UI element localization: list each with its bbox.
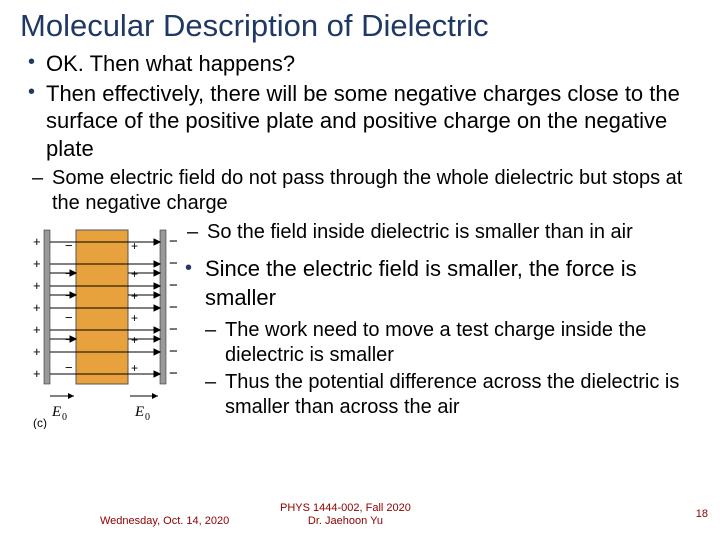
bullet-2: Then effectively, there will be some neg…	[46, 80, 700, 163]
bullet-3: Since the electric field is smaller, the…	[197, 255, 700, 312]
svg-text:+: +	[131, 361, 138, 375]
left-plate-charges: + + + + + + +	[33, 234, 41, 381]
sub-bullet-list-2: So the field inside dielectric is smalle…	[197, 220, 700, 245]
slide-container: Molecular Description of Dielectric OK. …	[0, 0, 720, 540]
svg-text:−: −	[169, 299, 178, 316]
sub-bullet-list-3: The work need to move a test charge insi…	[197, 318, 700, 420]
svg-text:+: +	[131, 333, 138, 347]
svg-text:+: +	[33, 366, 41, 381]
bullet-1: OK. Then what happens?	[46, 50, 700, 78]
slide-title: Molecular Description of Dielectric	[20, 8, 700, 44]
svg-text:−: −	[169, 343, 178, 360]
svg-text:0: 0	[62, 412, 67, 423]
svg-text:−: −	[65, 310, 73, 325]
content-row: + + + + + + + − − − − − − − − − − − − − + + + + + +	[20, 220, 700, 434]
svg-text:+: +	[33, 278, 41, 293]
bullet-list-top: OK. Then what happens? Then effectively,…	[20, 50, 700, 162]
right-plate	[160, 230, 166, 384]
footer-date: Wednesday, Oct. 14, 2020	[100, 515, 229, 528]
svg-text:−: −	[169, 277, 178, 294]
svg-text:−: −	[169, 233, 178, 250]
svg-text:+: +	[131, 239, 138, 253]
svg-text:−: −	[65, 266, 73, 281]
dielectric-right-charges: + + + + + +	[131, 239, 138, 375]
svg-text:−: −	[65, 288, 73, 303]
dielectric-slab	[76, 230, 128, 384]
svg-text:0: 0	[145, 412, 150, 423]
svg-text:+: +	[131, 289, 138, 303]
diagram-label-c: (c)	[33, 416, 47, 429]
svg-text:−: −	[65, 238, 73, 253]
svg-text:+: +	[33, 300, 41, 315]
sub-bullet-2: So the field inside dielectric is smalle…	[207, 220, 700, 245]
right-plate-charges: − − − − − − −	[169, 233, 178, 382]
svg-text:+: +	[131, 267, 138, 281]
footer-page-number: 18	[696, 508, 708, 520]
sub-bullet-3: The work need to move a test charge insi…	[225, 318, 700, 368]
sub-bullet-4: Thus the potential difference across the…	[225, 370, 700, 420]
svg-text:+: +	[33, 344, 41, 359]
svg-text:−: −	[169, 321, 178, 338]
svg-text:−: −	[65, 360, 73, 375]
dielectric-diagram: + + + + + + + − − − − − − − − − − − − − + + + + + +	[30, 224, 185, 434]
sub-bullet-1: Some electric field do not pass through …	[52, 166, 700, 216]
dielectric-left-charges: − − − − − −	[65, 238, 73, 375]
svg-text:E: E	[51, 404, 61, 420]
left-plate	[44, 230, 50, 384]
diagram-svg: + + + + + + + − − − − − − − − − − − − − + + + + + +	[30, 224, 185, 429]
svg-text:+: +	[33, 256, 41, 271]
svg-text:+: +	[131, 311, 138, 325]
e0-left-arrow: E 0	[50, 393, 74, 423]
svg-text:+: +	[33, 322, 41, 337]
sub-bullet-list-1: Some electric field do not pass through …	[20, 166, 700, 216]
bullet-list-mid: Since the electric field is smaller, the…	[197, 255, 700, 312]
svg-text:−: −	[65, 332, 73, 347]
svg-text:−: −	[169, 365, 178, 382]
svg-text:E: E	[134, 404, 144, 420]
svg-text:−: −	[169, 255, 178, 272]
right-column: So the field inside dielectric is smalle…	[185, 220, 700, 434]
footer-course-text: PHYS 1444-002, Fall 2020	[280, 502, 411, 514]
footer-course: PHYS 1444-002, Fall 2020 Dr. Jaehoon Yu	[280, 502, 411, 528]
footer-instructor: Dr. Jaehoon Yu	[308, 515, 383, 527]
e0-right-arrow: E 0	[130, 393, 158, 423]
svg-text:+: +	[33, 234, 41, 249]
